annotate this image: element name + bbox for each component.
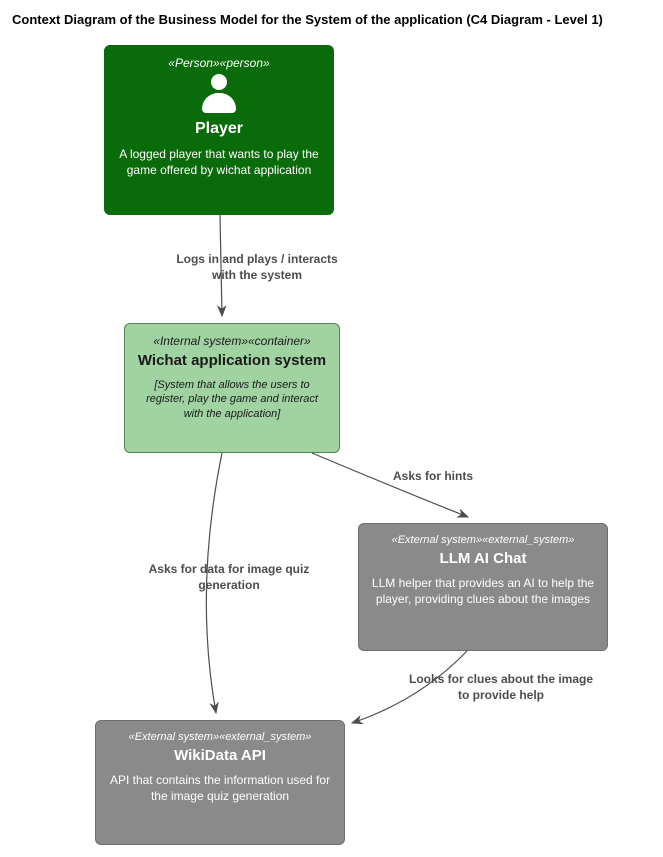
wikidata-stereotype: «External system»«external_system» <box>108 731 332 743</box>
wikidata-title: WikiData API <box>108 747 332 764</box>
edge-label-quizdata: Asks for data for image quiz generation <box>144 562 314 593</box>
edge-label-clues: Looks for clues about the image to provi… <box>406 672 596 703</box>
wichat-stereotype: «Internal system»«container» <box>137 334 327 348</box>
llm-title: LLM AI Chat <box>371 550 595 567</box>
node-wichat: «Internal system»«container» Wichat appl… <box>124 323 340 453</box>
edge-label-hints: Asks for hints <box>373 469 493 485</box>
player-stereotype: «Person»«person» <box>117 56 321 70</box>
llm-desc: LLM helper that provides an AI to help t… <box>371 575 595 607</box>
player-title: Player <box>117 120 321 138</box>
player-desc: A logged player that wants to play the g… <box>117 146 321 178</box>
wichat-title: Wichat application system <box>137 352 327 370</box>
wichat-subtitle: [System that allows the users to registe… <box>137 378 327 421</box>
edge-label-login: Logs in and plays / interacts with the s… <box>172 252 342 283</box>
node-player: «Person»«person» Player A logged player … <box>104 45 334 215</box>
llm-stereotype: «External system»«external_system» <box>371 534 595 546</box>
diagram-title: Context Diagram of the Business Model fo… <box>12 12 603 27</box>
node-llm: «External system»«external_system» LLM A… <box>358 523 608 651</box>
edge-hints <box>312 453 468 517</box>
person-icon <box>200 74 238 114</box>
wikidata-desc: API that contains the information used f… <box>108 772 332 804</box>
node-wikidata: «External system»«external_system» WikiD… <box>95 720 345 845</box>
